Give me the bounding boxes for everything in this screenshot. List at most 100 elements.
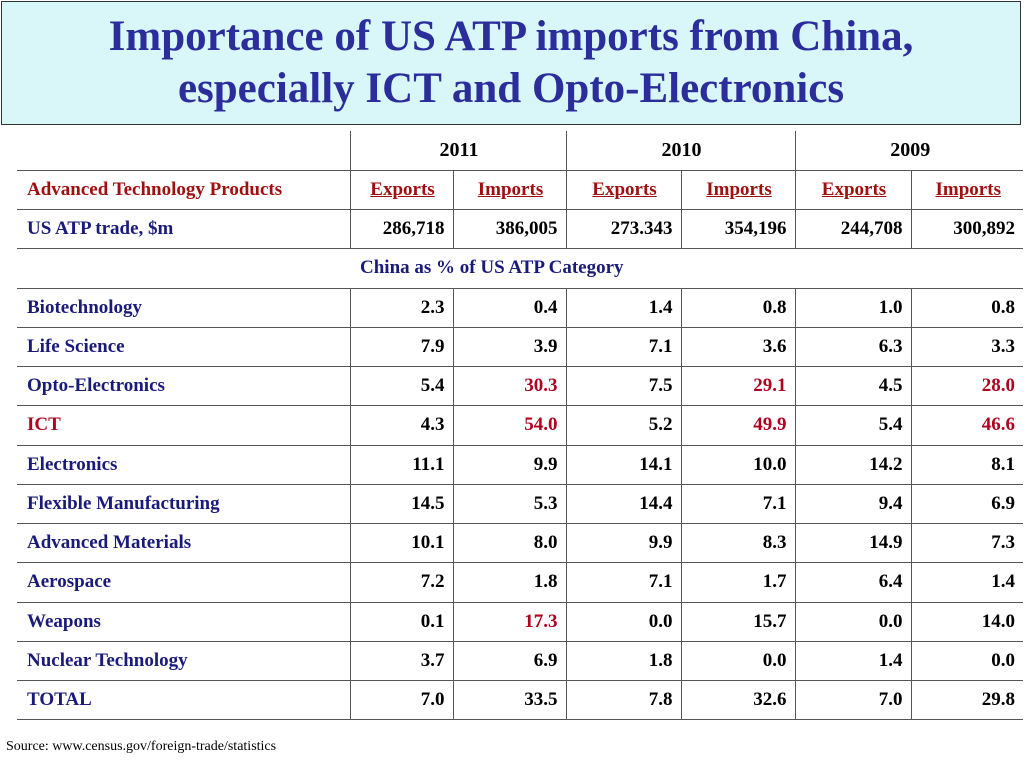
value-cell: 1.4 (794, 641, 911, 682)
highlighted-value-cell: 46.6 (910, 405, 1023, 446)
table-row: Nuclear Technology 3.7 6.9 1.8 0.0 1.4 0… (17, 641, 1023, 682)
value-cell: 286,718 (349, 209, 453, 250)
row-label: Electronics (17, 445, 350, 485)
highlighted-value-cell: 28.0 (910, 366, 1023, 407)
value-cell: 3.9 (452, 327, 566, 368)
value-cell: 7.9 (349, 327, 453, 368)
value-cell: 29.8 (910, 680, 1023, 721)
value-cell: 32.6 (680, 680, 795, 721)
highlighted-value-cell: 49.9 (680, 405, 795, 446)
exports-2009-header: Exports (794, 170, 911, 211)
value-cell: 0.0 (680, 641, 795, 682)
section-label: China as % of US ATP Category (17, 248, 1023, 289)
value-cell: 14.2 (794, 445, 911, 485)
table-row: Weapons 0.1 17.3 0.0 15.7 0.0 14.0 (17, 602, 1023, 642)
value-cell: 0.0 (910, 641, 1023, 682)
title-line-1: Importance of US ATP imports from China, (108, 13, 914, 60)
highlighted-value-cell: 17.3 (452, 602, 566, 642)
value-cell: 1.4 (565, 288, 681, 328)
column-header-row: Advanced Technology Products Exports Imp… (17, 170, 1023, 211)
value-cell: 0.0 (794, 602, 911, 642)
value-cell: 7.1 (565, 562, 681, 603)
value-cell: 6.3 (794, 327, 911, 368)
value-cell: 0.1 (349, 602, 453, 642)
value-cell: 7.8 (565, 680, 681, 721)
highlighted-value-cell: 54.0 (452, 405, 566, 446)
value-cell: 15.7 (680, 602, 795, 642)
exports-2010-header: Exports (565, 170, 681, 211)
value-cell: 9.4 (794, 484, 911, 525)
value-cell: 1.4 (910, 562, 1023, 603)
row-label: Biotechnology (17, 288, 350, 328)
value-cell: 2.3 (349, 288, 453, 328)
table-row: Biotechnology 2.3 0.4 1.4 0.8 1.0 0.8 (17, 288, 1023, 328)
value-cell: 244,708 (794, 209, 911, 250)
value-cell: 4.3 (349, 405, 453, 446)
atp-trade-table: 2011 2010 2009 Advanced Technology Produ… (17, 131, 1023, 721)
value-cell: 7.1 (680, 484, 795, 525)
value-cell: 0.4 (452, 288, 566, 328)
value-cell: 273.343 (565, 209, 681, 250)
row-label: TOTAL (17, 680, 350, 721)
row-label: Nuclear Technology (17, 641, 350, 682)
row-label: Weapons (17, 602, 350, 642)
value-cell: 1.7 (680, 562, 795, 603)
highlighted-value-cell: 29.1 (680, 366, 795, 407)
row-label: Opto-Electronics (17, 366, 350, 407)
row-label: Aerospace (17, 562, 350, 603)
row-label: ICT (17, 405, 350, 446)
year-2011-header: 2011 (349, 131, 566, 171)
imports-2011-header: Imports (452, 170, 566, 211)
table-row: Flexible Manufacturing 14.5 5.3 14.4 7.1… (17, 484, 1023, 525)
table-row: Advanced Materials 10.1 8.0 9.9 8.3 14.9… (17, 523, 1023, 564)
empty-header-cell (17, 131, 350, 171)
value-cell: 7.2 (349, 562, 453, 603)
value-cell: 11.1 (349, 445, 453, 485)
value-cell: 14.1 (565, 445, 681, 485)
value-cell: 33.5 (452, 680, 566, 721)
section-header-row: China as % of US ATP Category (17, 248, 1023, 289)
value-cell: 6.4 (794, 562, 911, 603)
value-cell: 8.0 (452, 523, 566, 564)
row-label: Advanced Materials (17, 523, 350, 564)
value-cell: 0.0 (565, 602, 681, 642)
exports-2011-header: Exports (349, 170, 453, 211)
imports-2010-header: Imports (680, 170, 795, 211)
table-row: Aerospace 7.2 1.8 7.1 1.7 6.4 1.4 (17, 562, 1023, 603)
value-cell: 5.4 (794, 405, 911, 446)
value-cell: 7.1 (565, 327, 681, 368)
table-row: Opto-Electronics 5.4 30.3 7.5 29.1 4.5 2… (17, 366, 1023, 407)
total-row: TOTAL 7.0 33.5 7.8 32.6 7.0 29.8 (17, 680, 1023, 721)
row-label: Flexible Manufacturing (17, 484, 350, 525)
value-cell: 9.9 (452, 445, 566, 485)
value-cell: 3.6 (680, 327, 795, 368)
table-row: Life Science 7.9 3.9 7.1 3.6 6.3 3.3 (17, 327, 1023, 368)
value-cell: 1.8 (452, 562, 566, 603)
us-atp-trade-row: US ATP trade, $m 286,718 386,005 273.343… (17, 209, 1023, 250)
table-row: Electronics 11.1 9.9 14.1 10.0 14.2 8.1 (17, 445, 1023, 485)
title-line-2: especially ICT and Opto-Electronics (177, 65, 845, 112)
value-cell: 14.9 (794, 523, 911, 564)
year-2009-header: 2009 (794, 131, 1023, 171)
value-cell: 10.1 (349, 523, 453, 564)
value-cell: 10.0 (680, 445, 795, 485)
value-cell: 4.5 (794, 366, 911, 407)
row-label: US ATP trade, $m (17, 209, 350, 250)
value-cell: 6.9 (452, 641, 566, 682)
value-cell: 14.5 (349, 484, 453, 525)
value-cell: 6.9 (910, 484, 1023, 525)
table-row: ICT 4.3 54.0 5.2 49.9 5.4 46.6 (17, 405, 1023, 446)
category-column-header: Advanced Technology Products (17, 170, 350, 211)
value-cell: 386,005 (452, 209, 566, 250)
value-cell: 0.8 (680, 288, 795, 328)
value-cell: 14.0 (910, 602, 1023, 642)
value-cell: 8.1 (910, 445, 1023, 485)
row-label: Life Science (17, 327, 350, 368)
year-header-row: 2011 2010 2009 (17, 131, 1023, 171)
value-cell: 8.3 (680, 523, 795, 564)
value-cell: 5.3 (452, 484, 566, 525)
value-cell: 7.0 (349, 680, 453, 721)
value-cell: 300,892 (910, 209, 1023, 250)
value-cell: 3.7 (349, 641, 453, 682)
year-2010-header: 2010 (565, 131, 795, 171)
